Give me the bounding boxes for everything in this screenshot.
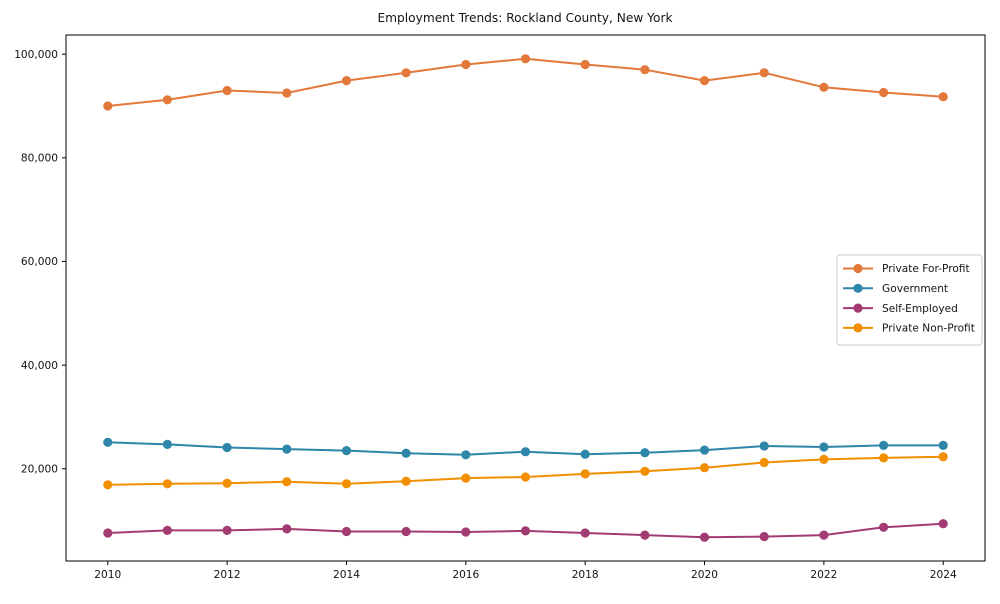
- data-point-marker: [282, 88, 292, 98]
- data-point-marker: [580, 469, 590, 479]
- legend-marker-dot: [853, 263, 863, 274]
- x-axis-tick-label: 2018: [572, 569, 599, 581]
- data-point-marker: [162, 439, 172, 449]
- legend-label: Private Non-Profit: [882, 323, 975, 335]
- data-point-marker: [222, 85, 232, 96]
- data-point-marker: [401, 68, 411, 78]
- y-axis-tick-label: 80,000: [21, 153, 58, 165]
- y-axis-tick-label: 40,000: [21, 360, 58, 372]
- data-point-marker: [222, 478, 232, 488]
- data-point-marker: [520, 447, 531, 457]
- data-point-marker: [341, 526, 352, 537]
- data-point-marker: [461, 473, 471, 483]
- x-axis-tick-label: 2022: [810, 569, 837, 581]
- data-point-marker: [759, 532, 769, 542]
- data-point-marker: [879, 440, 889, 450]
- data-point-marker: [520, 472, 531, 482]
- data-point-marker: [401, 476, 411, 486]
- data-point-marker: [103, 101, 113, 111]
- data-point-marker: [461, 450, 471, 460]
- data-point-marker: [401, 448, 411, 458]
- data-point-marker: [699, 445, 710, 455]
- data-point-marker: [879, 453, 889, 463]
- data-point-marker: [699, 463, 710, 473]
- x-axis-tick-label: 2010: [94, 569, 121, 581]
- data-point-marker: [520, 526, 531, 536]
- legend-label: Self-Employed: [882, 303, 958, 315]
- data-point-marker: [401, 526, 411, 537]
- data-point-marker: [640, 448, 650, 458]
- plot-area-border: [65, 34, 986, 562]
- y-axis-tick-label: 20,000: [21, 463, 58, 475]
- data-point-marker: [103, 437, 113, 447]
- data-point-marker: [640, 65, 650, 75]
- data-point-marker: [640, 530, 650, 540]
- y-axis-tick-label: 60,000: [21, 256, 58, 268]
- data-point-marker: [282, 444, 292, 454]
- data-point-marker: [938, 452, 948, 462]
- data-point-marker: [341, 446, 352, 456]
- data-point-marker: [879, 522, 889, 532]
- data-point-marker: [580, 528, 590, 538]
- data-point-marker: [819, 442, 829, 452]
- series-private-for-profit: [103, 54, 948, 111]
- data-point-marker: [759, 441, 769, 451]
- data-point-marker: [162, 525, 172, 536]
- y-axis-tick-label: 100,000: [14, 49, 58, 61]
- data-point-marker: [580, 59, 590, 70]
- data-point-marker: [580, 449, 590, 459]
- data-point-marker: [759, 457, 769, 468]
- legend-label: Private For-Profit: [882, 263, 970, 275]
- data-point-marker: [879, 87, 889, 98]
- data-point-marker: [282, 477, 292, 487]
- data-point-marker: [819, 82, 829, 92]
- legend-box: [836, 254, 983, 346]
- data-point-marker: [520, 54, 531, 64]
- data-point-marker: [759, 68, 769, 78]
- legend-marker-dot: [853, 323, 863, 333]
- x-axis-tick-label: 2016: [452, 569, 479, 581]
- x-axis-tick-label: 2020: [691, 569, 718, 581]
- data-point-marker: [819, 530, 829, 540]
- x-axis-tick-label: 2014: [333, 569, 360, 581]
- x-axis-tick-label: 2024: [930, 569, 957, 581]
- legend-marker-dot: [853, 303, 863, 313]
- data-point-marker: [819, 454, 829, 464]
- series-private-non-profit: [103, 452, 948, 490]
- series-layer: [103, 54, 948, 542]
- data-point-marker: [938, 519, 948, 529]
- chart-title: Employment Trends: Rockland County, New …: [377, 11, 673, 25]
- legend-marker-dot: [853, 283, 863, 293]
- data-point-marker: [222, 442, 232, 453]
- legend-entry: Self-Employed: [843, 303, 958, 315]
- data-point-marker: [938, 92, 948, 102]
- data-point-marker: [162, 479, 172, 489]
- legend-entry: Government: [843, 283, 948, 295]
- series-line: [107, 57, 944, 107]
- data-point-marker: [699, 76, 710, 86]
- data-point-marker: [282, 524, 292, 534]
- data-point-marker: [341, 479, 352, 489]
- data-point-marker: [222, 525, 232, 536]
- series-government: [103, 437, 948, 460]
- data-point-marker: [640, 466, 650, 476]
- x-axis-tick-label: 2012: [214, 569, 241, 581]
- axes-layer: 20,000 40,000 60,000 80,000 100,000 2010 2012 2…: [14, 34, 986, 581]
- legend-label: Government: [882, 283, 948, 295]
- data-point-marker: [103, 480, 113, 490]
- data-point-marker: [461, 59, 471, 70]
- legend-entry: Private For-Profit: [843, 263, 970, 275]
- data-point-marker: [162, 95, 172, 105]
- data-point-marker: [461, 527, 471, 537]
- data-point-marker: [103, 528, 113, 538]
- legend: Private For-Profit Government Self-Employe…: [836, 254, 983, 346]
- data-point-marker: [341, 76, 352, 86]
- series-self-employed: [103, 519, 948, 542]
- data-point-marker: [699, 532, 710, 542]
- data-point-marker: [938, 440, 948, 450]
- legend-entry: Private Non-Profit: [843, 323, 975, 335]
